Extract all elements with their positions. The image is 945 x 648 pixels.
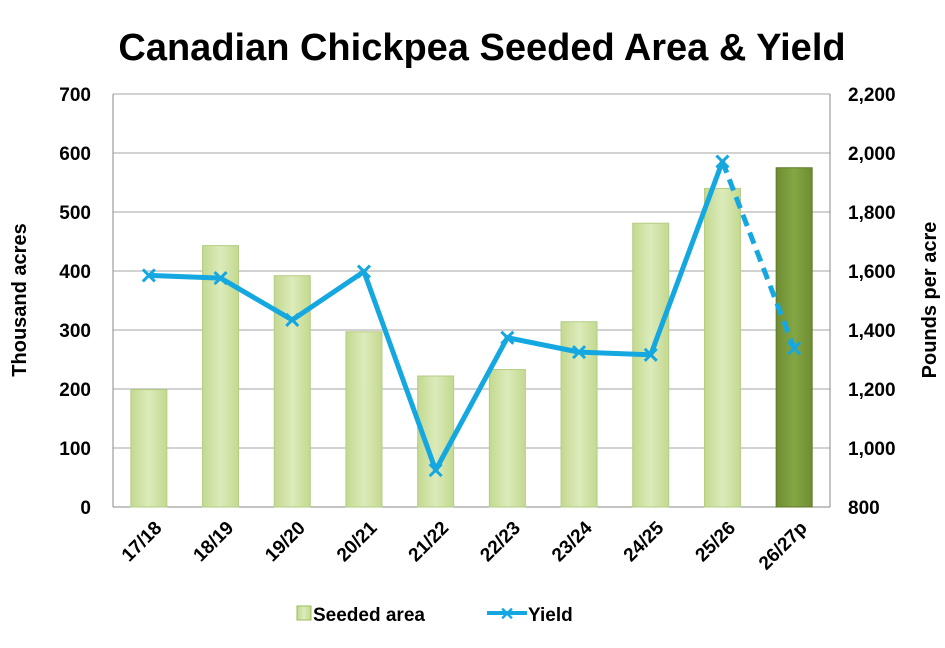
chart-title: Canadian Chickpea Seeded Area & Yield — [118, 27, 845, 69]
legend-swatch-seeded-area — [296, 605, 312, 621]
bar-17-18 — [130, 389, 168, 508]
yield-marker-24-25 — [643, 347, 658, 362]
y-tick-label: 700 — [59, 85, 91, 106]
y2-tick-label: 800 — [848, 498, 880, 519]
bar-24-25 — [632, 222, 670, 508]
x-tick-label: 17/18 — [118, 518, 166, 566]
y2-tick-label: 1,800 — [848, 203, 896, 224]
bar-22-23 — [488, 369, 526, 508]
yield-marker-21-22 — [428, 463, 443, 478]
y-tick-label: 0 — [80, 498, 91, 519]
y-axis-label: Thousand acres — [9, 223, 31, 376]
legend-label-yield: Yield — [528, 605, 573, 626]
legend-label-seeded-area: Seeded area — [313, 605, 425, 626]
y2-tick-label: 2,200 — [848, 85, 896, 106]
x-tick-label: 19/20 — [261, 518, 309, 566]
legend-marker-yield: ✕ — [499, 604, 514, 624]
x-tick-label: 22/23 — [476, 518, 524, 566]
y-tick-label: 600 — [59, 144, 91, 165]
y-tick-label: 500 — [59, 203, 91, 224]
bar-25-26 — [703, 187, 741, 508]
x-tick-label: 24/25 — [620, 517, 669, 566]
yield-marker-19-20 — [285, 312, 300, 328]
yield-marker-20-21 — [356, 264, 372, 279]
yield-marker-25-26 — [715, 154, 730, 169]
x-tick-label: 26/27p — [755, 518, 812, 575]
y2-axis-label: Pounds per acre — [919, 222, 941, 379]
yield-marker-17-18 — [141, 268, 156, 283]
x-tick-label: 21/22 — [405, 518, 453, 566]
yield-marker-23-24 — [571, 345, 587, 360]
bar-20-21 — [345, 331, 383, 508]
y-tick-label: 100 — [59, 439, 91, 460]
y-tick-label: 300 — [59, 321, 91, 342]
bar-18-19 — [202, 245, 240, 508]
y2-tick-label: 1,600 — [848, 262, 896, 283]
y2-tick-label: 1,400 — [848, 321, 896, 342]
y2-tick-label: 1,200 — [848, 380, 896, 401]
y2-tick-label: 2,000 — [848, 144, 896, 165]
y-tick-label: 200 — [59, 380, 91, 401]
x-tick-label: 18/19 — [190, 518, 238, 566]
x-tick-label: 20/21 — [333, 517, 382, 566]
yield-line-projected — [720, 160, 797, 350]
x-tick-label: 23/24 — [548, 517, 597, 566]
bar-21-22 — [417, 375, 455, 508]
yield-marker-22-23 — [500, 330, 515, 345]
legend: Seeded area ✕ Yield — [296, 604, 573, 626]
y-tick-label: 400 — [59, 262, 91, 283]
x-tick-label: 25/26 — [692, 518, 740, 566]
y2-tick-label: 1,000 — [848, 439, 896, 460]
yield-marker-26-27p — [787, 341, 802, 356]
bar-26-27p — [775, 167, 813, 508]
yield-marker-18-19 — [213, 271, 228, 286]
